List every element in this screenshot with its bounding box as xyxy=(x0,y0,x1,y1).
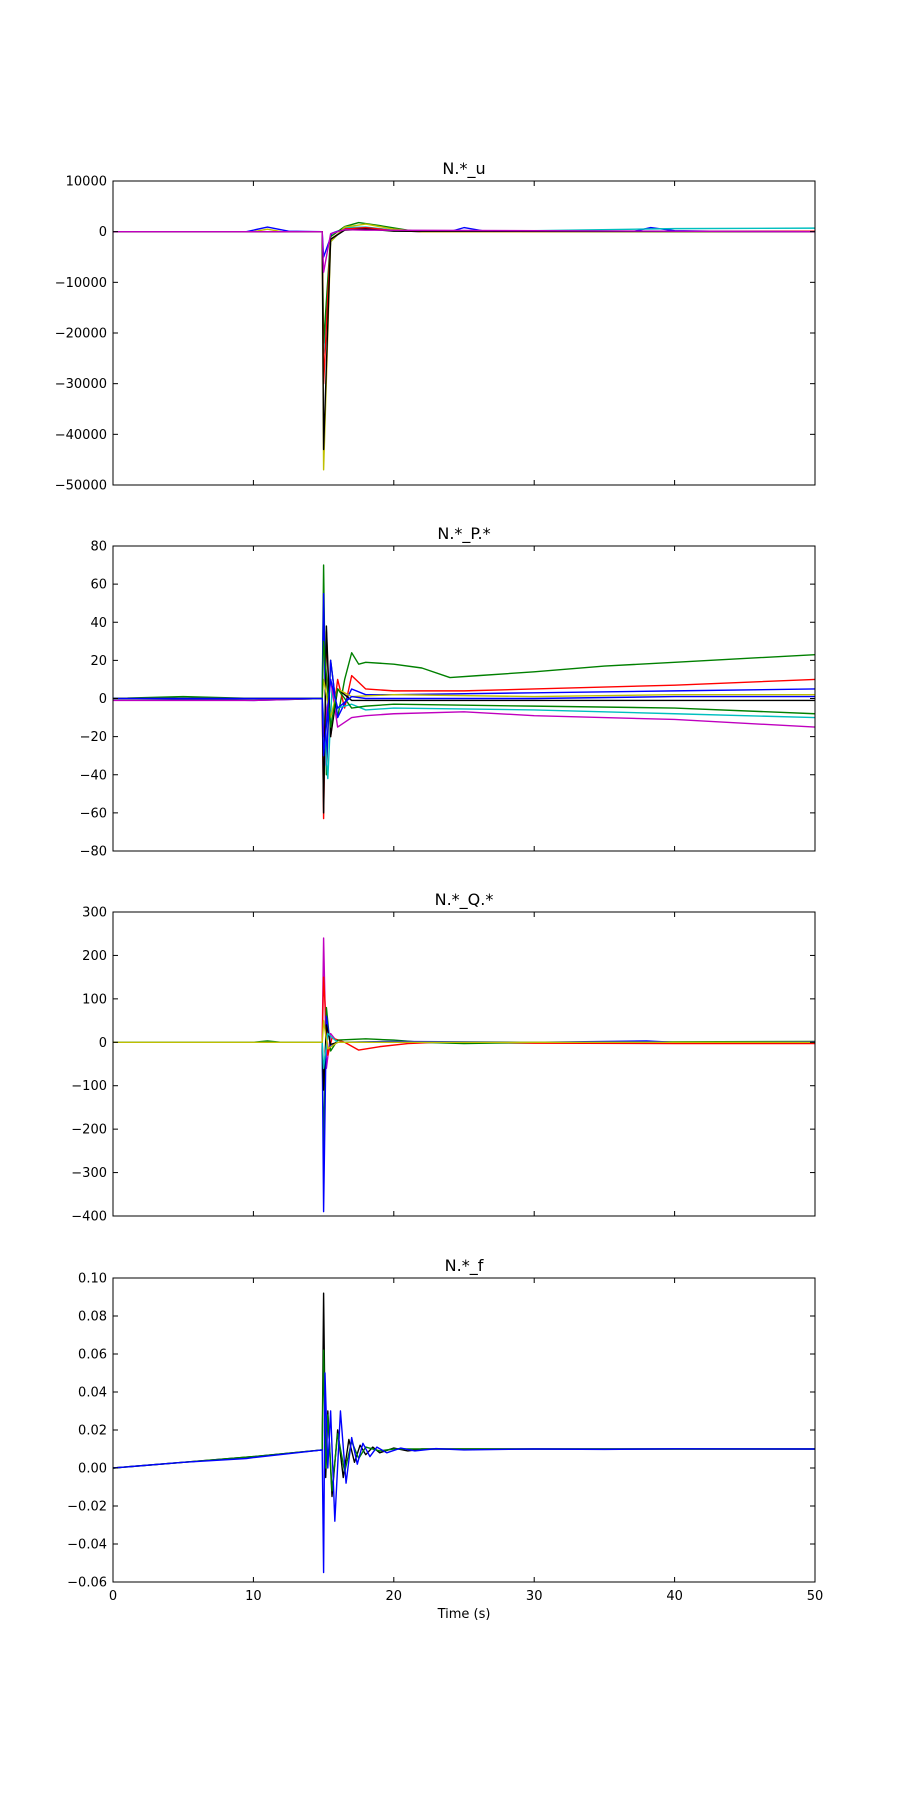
series-line-1 xyxy=(113,937,815,1070)
series-line-2 xyxy=(113,976,815,1057)
series-line-5 xyxy=(113,678,815,738)
x-tick-label: 20 xyxy=(386,1589,403,1604)
series-line-6 xyxy=(113,1032,815,1070)
y-tick-label: −0.02 xyxy=(67,1500,107,1515)
y-tick-label: 0.04 xyxy=(78,1386,107,1401)
subplot-4: 0.10 0.08 0.06 0.04 0.02 0.00 −0.02 −0.04 −0.060… xyxy=(67,1256,823,1622)
y-tick-label: 100 xyxy=(82,992,107,1007)
series-line-9 xyxy=(113,678,815,757)
y-tick-label: 0.00 xyxy=(78,1462,107,1477)
y-tick-label: −40000 xyxy=(55,428,107,443)
subplot-1: 10000 0 −10000 −20000 −30000 −40000 −50000 N.*_… xyxy=(55,159,816,494)
y-tick-label: −10000 xyxy=(55,276,107,291)
y-tick-label: 0.08 xyxy=(78,1310,107,1325)
y-tick-label: 0 xyxy=(99,692,107,707)
series-line-1 xyxy=(113,1292,815,1498)
y-tick-label: −30000 xyxy=(55,377,107,392)
y-tick-label: 300 xyxy=(82,906,107,921)
y-tick-label: 80 xyxy=(90,540,107,555)
series-line-4 xyxy=(113,1015,815,1213)
y-tick-label: 10000 xyxy=(66,175,107,190)
y-tick-label: −100 xyxy=(71,1079,107,1094)
series-line-3 xyxy=(113,592,815,766)
x-tick-label: 50 xyxy=(807,1589,824,1604)
series-line-3 xyxy=(113,221,815,344)
plot-frame xyxy=(112,180,816,486)
y-tick-label: −0.04 xyxy=(67,1538,107,1553)
x-tick-label: 0 xyxy=(109,1589,117,1604)
series-line-3 xyxy=(113,1372,815,1574)
series-line-2 xyxy=(113,226,815,354)
series-line-2 xyxy=(113,1349,815,1492)
plot-frame xyxy=(112,1277,816,1583)
series-line-1 xyxy=(113,564,815,776)
x-axis-label: Time (s) xyxy=(437,1607,491,1622)
y-tick-label: 200 xyxy=(82,949,107,964)
y-tick-label: 40 xyxy=(90,616,107,631)
y-tick-label: 0.10 xyxy=(78,1272,107,1287)
y-tick-label: 60 xyxy=(90,578,107,593)
series-line-4 xyxy=(113,226,815,385)
y-tick-label: −20 xyxy=(80,730,107,745)
series-line-5 xyxy=(113,1024,815,1091)
series-line-7 xyxy=(113,228,815,273)
y-tick-label: 0.06 xyxy=(78,1348,107,1363)
y-tick-label: −60 xyxy=(80,806,107,821)
y-tick-label: −0.06 xyxy=(67,1576,107,1591)
y-tick-label: −200 xyxy=(71,1123,107,1138)
series-line-6 xyxy=(113,625,815,814)
series-line-7 xyxy=(113,1019,815,1050)
y-tick-label: −80 xyxy=(80,845,107,860)
series-line-5 xyxy=(113,223,815,471)
y-tick-label: 0 xyxy=(99,225,107,240)
series-line-3 xyxy=(113,1006,815,1152)
x-tick-label: 40 xyxy=(666,1589,683,1604)
y-tick-label: −400 xyxy=(71,1210,107,1225)
y-tick-label: −20000 xyxy=(55,327,107,342)
y-tick-label: 0.02 xyxy=(78,1424,107,1439)
chart-title: N.*_Q.* xyxy=(435,890,494,910)
y-tick-label: −300 xyxy=(71,1166,107,1181)
x-tick-label: 10 xyxy=(245,1589,262,1604)
subplot-2: 80 60 40 20 0 −20 −40 −60 −80 N.*_P.* xyxy=(80,524,816,860)
chart-title: N.*_u xyxy=(442,159,485,179)
y-tick-label: −50000 xyxy=(55,479,107,494)
subplot-3: 300 200 100 0 −100 −200 −300 −400 N.*_Q.* xyxy=(71,890,816,1225)
y-tick-label: −40 xyxy=(80,768,107,783)
y-tick-label: 20 xyxy=(90,654,107,669)
x-tick-label: 30 xyxy=(526,1589,543,1604)
series-line-8 xyxy=(113,640,815,728)
chart-title: N.*_P.* xyxy=(437,524,490,544)
plot-frame xyxy=(112,911,816,1217)
series-line-4 xyxy=(113,688,815,780)
series-line-6 xyxy=(113,228,815,451)
chart-title: N.*_f xyxy=(445,1256,484,1276)
y-tick-label: 0 xyxy=(99,1036,107,1051)
